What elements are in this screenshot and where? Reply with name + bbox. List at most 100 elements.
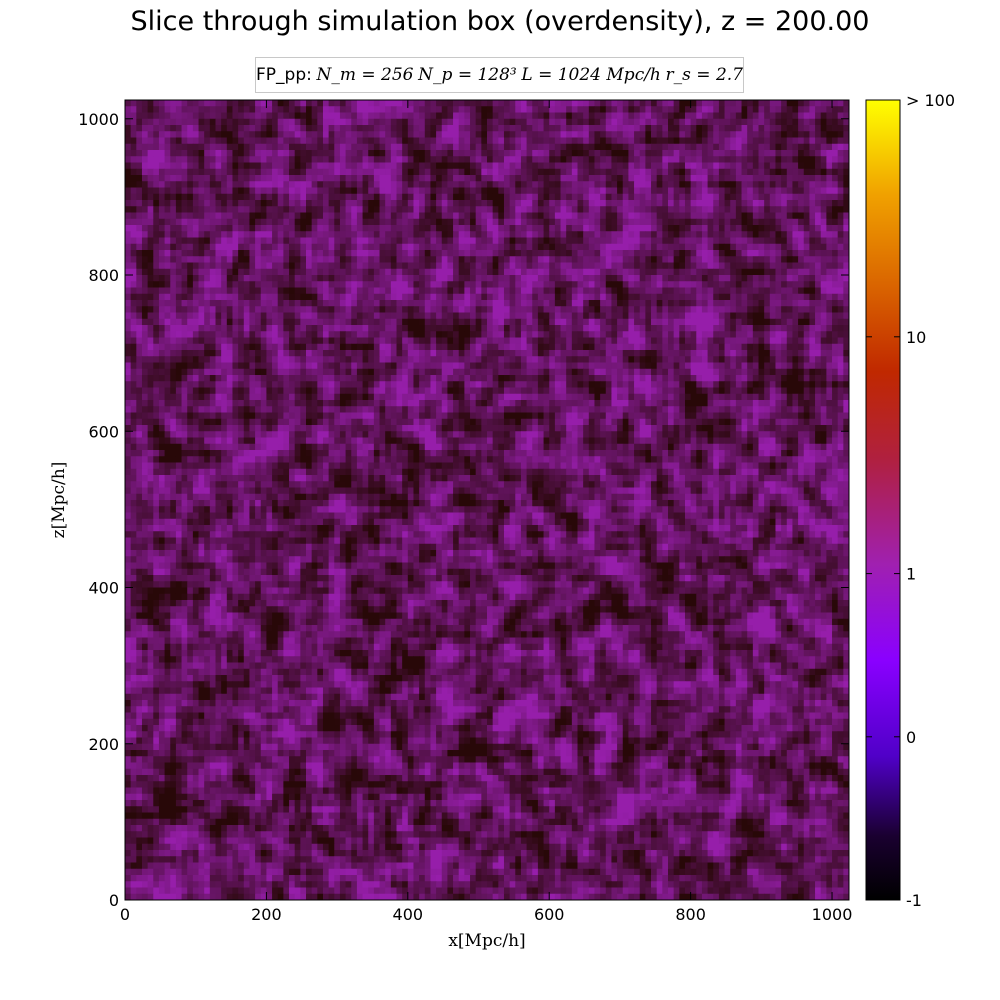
heatmap-cell bbox=[628, 256, 635, 263]
heatmap-cell bbox=[707, 312, 714, 320]
heatmap-cell bbox=[786, 325, 793, 332]
heatmap-cell bbox=[221, 325, 228, 332]
heatmap-cell bbox=[735, 206, 742, 213]
heatmap-cell bbox=[385, 131, 392, 138]
heatmap-cell bbox=[277, 168, 284, 176]
heatmap-cell bbox=[554, 175, 561, 182]
heatmap-cell bbox=[130, 262, 137, 270]
heatmap-cell bbox=[277, 300, 284, 307]
heatmap-cell bbox=[260, 225, 267, 232]
heatmap-cell bbox=[611, 125, 618, 132]
heatmap-cell bbox=[577, 106, 584, 113]
heatmap-cell bbox=[385, 200, 392, 207]
heatmap-cell bbox=[792, 337, 799, 345]
heatmap-cell bbox=[198, 150, 205, 157]
heatmap-cell bbox=[566, 306, 573, 313]
heatmap-cell bbox=[605, 150, 612, 157]
heatmap-cell bbox=[447, 212, 454, 220]
heatmap-cell bbox=[345, 193, 352, 201]
heatmap-cell bbox=[402, 293, 409, 301]
heatmap-cell bbox=[396, 262, 403, 270]
heatmap-cell bbox=[226, 231, 233, 238]
heatmap-cell bbox=[487, 193, 494, 201]
heatmap-cell bbox=[724, 175, 731, 182]
heatmap-cell bbox=[362, 143, 369, 151]
heatmap-cell bbox=[311, 231, 318, 238]
heatmap-cell bbox=[226, 150, 233, 157]
heatmap-cell bbox=[832, 287, 839, 295]
heatmap-cell bbox=[571, 337, 578, 345]
heatmap-cell bbox=[696, 250, 703, 257]
heatmap-cell bbox=[464, 237, 471, 245]
heatmap-cell bbox=[283, 193, 290, 201]
heatmap-cell bbox=[656, 256, 663, 263]
heatmap-cell bbox=[498, 250, 505, 257]
heatmap-cell bbox=[662, 187, 669, 195]
heatmap-cell bbox=[334, 243, 341, 251]
heatmap-cell bbox=[441, 137, 448, 145]
heatmap-cell bbox=[764, 331, 771, 338]
heatmap-cell bbox=[158, 193, 165, 201]
heatmap-cell bbox=[566, 137, 573, 145]
heatmap-cell bbox=[583, 175, 590, 182]
heatmap-cell bbox=[639, 331, 646, 338]
heatmap-cell bbox=[696, 325, 703, 332]
heatmap-cell bbox=[260, 106, 267, 113]
heatmap-cell bbox=[181, 231, 188, 238]
heatmap-cell bbox=[837, 300, 844, 307]
heatmap-cell bbox=[820, 275, 827, 282]
heatmap-cell bbox=[351, 168, 358, 176]
heatmap-cell bbox=[407, 331, 414, 338]
heatmap-cell bbox=[798, 243, 805, 251]
heatmap-cell bbox=[175, 300, 182, 307]
heatmap-cell bbox=[390, 112, 397, 120]
heatmap-cell bbox=[368, 300, 375, 307]
heatmap-cell bbox=[487, 306, 494, 313]
heatmap-cell bbox=[662, 275, 669, 282]
heatmap-cell bbox=[492, 268, 499, 276]
heatmap-cell bbox=[571, 275, 578, 282]
heatmap-cell bbox=[385, 212, 392, 220]
heatmap-cell bbox=[549, 118, 556, 126]
heatmap-cell bbox=[277, 256, 284, 263]
heatmap-cell bbox=[475, 275, 482, 282]
heatmap-cell bbox=[747, 118, 754, 126]
heatmap-cell bbox=[781, 293, 788, 301]
heatmap-cell bbox=[560, 200, 567, 207]
heatmap-cell bbox=[402, 106, 409, 113]
heatmap-cell bbox=[243, 237, 250, 245]
heatmap-cell bbox=[718, 331, 725, 338]
heatmap-cell bbox=[786, 250, 793, 257]
heatmap-cell bbox=[147, 306, 154, 313]
heatmap-cell bbox=[713, 131, 720, 138]
heatmap-cell bbox=[554, 187, 561, 195]
heatmap-cell bbox=[164, 306, 171, 313]
heatmap-cell bbox=[147, 300, 154, 307]
heatmap-cell bbox=[815, 106, 822, 113]
heatmap-cell bbox=[509, 312, 516, 320]
heatmap-cell bbox=[498, 200, 505, 207]
heatmap-cell bbox=[175, 243, 182, 251]
heatmap-cell bbox=[594, 125, 601, 132]
heatmap-cell bbox=[125, 143, 132, 151]
heatmap-cell bbox=[622, 212, 629, 220]
heatmap-cell bbox=[413, 331, 420, 338]
heatmap-cell bbox=[322, 112, 330, 120]
heatmap-cell bbox=[192, 325, 199, 332]
heatmap-cell bbox=[481, 106, 488, 113]
heatmap-cell bbox=[803, 250, 810, 257]
heatmap-cell bbox=[272, 306, 279, 313]
heatmap-cell bbox=[560, 256, 567, 263]
heatmap-cell bbox=[622, 125, 629, 132]
heatmap-cell bbox=[147, 206, 154, 213]
heatmap-cell bbox=[373, 131, 380, 138]
heatmap-cell bbox=[532, 293, 539, 301]
heatmap-cell bbox=[255, 262, 262, 270]
heatmap-cell bbox=[730, 137, 737, 145]
heatmap-cell bbox=[577, 293, 584, 301]
heatmap-cell bbox=[475, 156, 482, 163]
heatmap-cell bbox=[255, 112, 262, 120]
heatmap-cell bbox=[520, 175, 527, 182]
heatmap-cell bbox=[249, 312, 256, 320]
heatmap-cell bbox=[272, 262, 279, 270]
